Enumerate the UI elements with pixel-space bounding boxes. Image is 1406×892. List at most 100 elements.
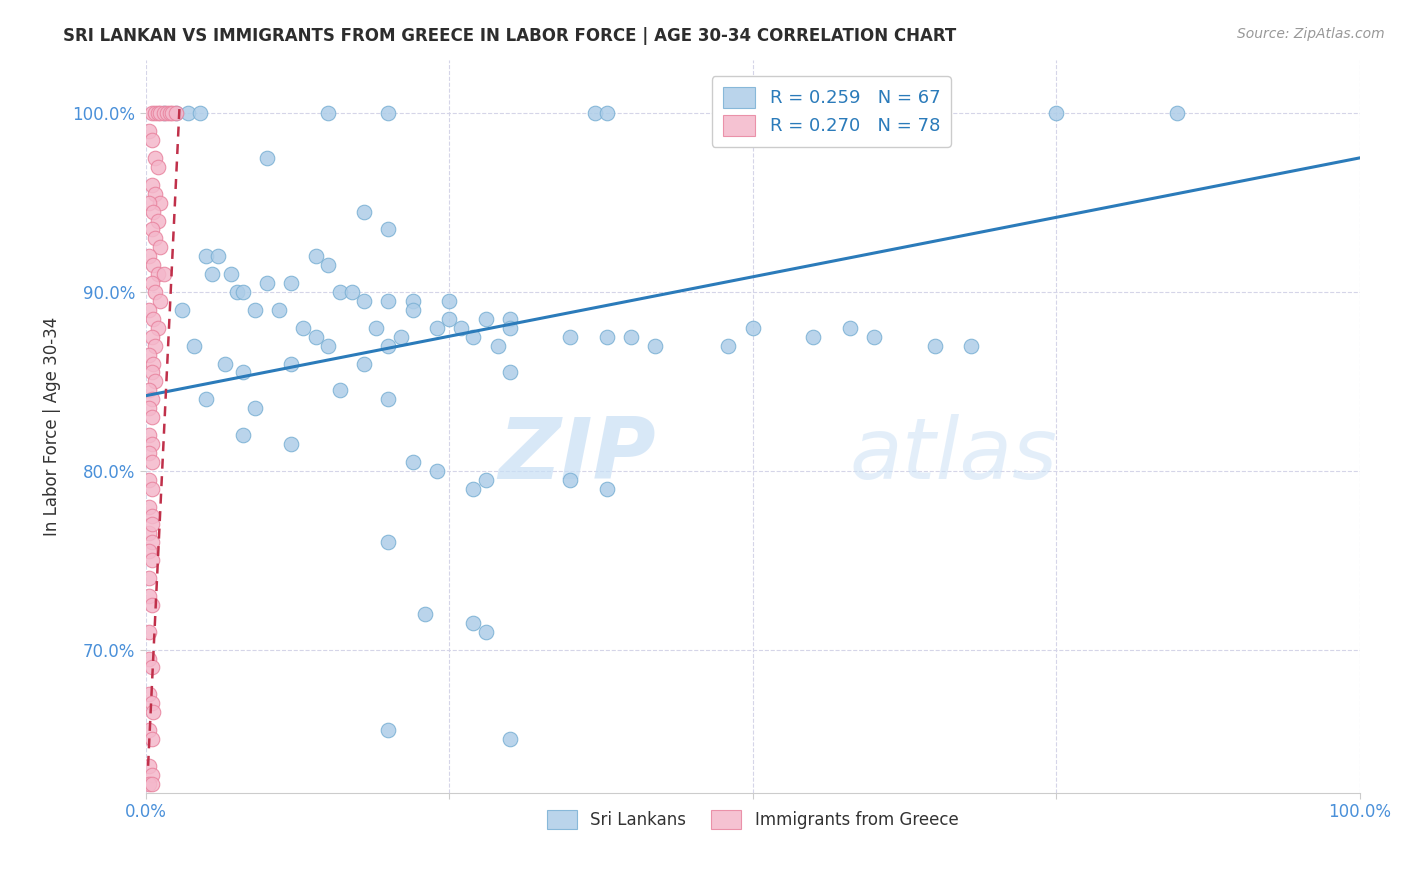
Point — [499, 366, 522, 380]
Text: atlas: atlas — [849, 414, 1057, 497]
Point — [141, 508, 163, 523]
Point — [474, 311, 496, 326]
Point — [153, 267, 176, 281]
Point — [316, 106, 339, 120]
Point — [463, 330, 485, 344]
Point — [499, 320, 522, 334]
Point — [717, 339, 740, 353]
Point — [377, 392, 399, 407]
Point — [141, 106, 163, 120]
Point — [138, 651, 160, 665]
Point — [474, 473, 496, 487]
Point — [960, 339, 983, 353]
Point — [377, 106, 399, 120]
Point — [329, 285, 352, 299]
Point — [243, 401, 266, 416]
Point — [138, 384, 160, 398]
Point — [269, 302, 291, 317]
Point — [243, 302, 266, 317]
Point — [838, 320, 860, 334]
Point — [560, 330, 582, 344]
Point — [138, 544, 160, 558]
Point — [149, 106, 172, 120]
Point — [256, 276, 278, 290]
Point — [141, 553, 163, 567]
Point — [377, 339, 399, 353]
Point — [280, 437, 302, 451]
Point — [138, 777, 160, 791]
Point — [214, 357, 236, 371]
Point — [499, 731, 522, 746]
Point — [377, 723, 399, 737]
Point — [232, 428, 254, 442]
Point — [143, 231, 166, 245]
Point — [138, 759, 160, 773]
Point — [138, 500, 160, 514]
Point — [741, 320, 763, 334]
Point — [141, 276, 163, 290]
Point — [143, 186, 166, 201]
Point — [138, 348, 160, 362]
Point — [413, 607, 436, 621]
Point — [153, 106, 176, 120]
Point — [644, 339, 666, 353]
Point — [141, 133, 163, 147]
Point — [177, 106, 200, 120]
Point — [146, 320, 169, 334]
Point — [141, 777, 163, 791]
Point — [143, 339, 166, 353]
Point — [463, 615, 485, 630]
Point — [463, 482, 485, 496]
Point — [138, 589, 160, 603]
Point — [143, 375, 166, 389]
Text: ZIP: ZIP — [498, 414, 655, 497]
Point — [143, 151, 166, 165]
Point — [402, 455, 425, 469]
Point — [149, 293, 172, 308]
Point — [474, 624, 496, 639]
Point — [141, 178, 163, 192]
Point — [280, 357, 302, 371]
Point — [138, 124, 160, 138]
Point — [316, 258, 339, 272]
Point — [138, 723, 160, 737]
Point — [141, 535, 163, 549]
Point — [353, 293, 375, 308]
Point — [138, 428, 160, 442]
Point — [219, 267, 242, 281]
Legend: Sri Lankans, Immigrants from Greece: Sri Lankans, Immigrants from Greece — [540, 803, 965, 836]
Point — [1166, 106, 1188, 120]
Point — [256, 151, 278, 165]
Text: SRI LANKAN VS IMMIGRANTS FROM GREECE IN LABOR FORCE | AGE 30-34 CORRELATION CHAR: SRI LANKAN VS IMMIGRANTS FROM GREECE IN … — [63, 27, 956, 45]
Point — [863, 330, 886, 344]
Point — [304, 249, 326, 263]
Point — [159, 106, 181, 120]
Point — [146, 267, 169, 281]
Point — [143, 106, 166, 120]
Point — [149, 195, 172, 210]
Point — [450, 320, 472, 334]
Point — [138, 526, 160, 541]
Point — [146, 106, 169, 120]
Point — [207, 249, 229, 263]
Point — [141, 517, 163, 532]
Point — [153, 106, 176, 120]
Point — [162, 106, 184, 120]
Point — [366, 320, 388, 334]
Point — [138, 446, 160, 460]
Point — [138, 401, 160, 416]
Point — [353, 357, 375, 371]
Point — [142, 258, 165, 272]
Point — [146, 160, 169, 174]
Point — [138, 571, 160, 585]
Point — [142, 311, 165, 326]
Point — [138, 249, 160, 263]
Point — [426, 464, 449, 478]
Point — [138, 302, 160, 317]
Point — [138, 624, 160, 639]
Point — [402, 293, 425, 308]
Point — [149, 240, 172, 254]
Point — [138, 195, 160, 210]
Point — [924, 339, 946, 353]
Point — [232, 366, 254, 380]
